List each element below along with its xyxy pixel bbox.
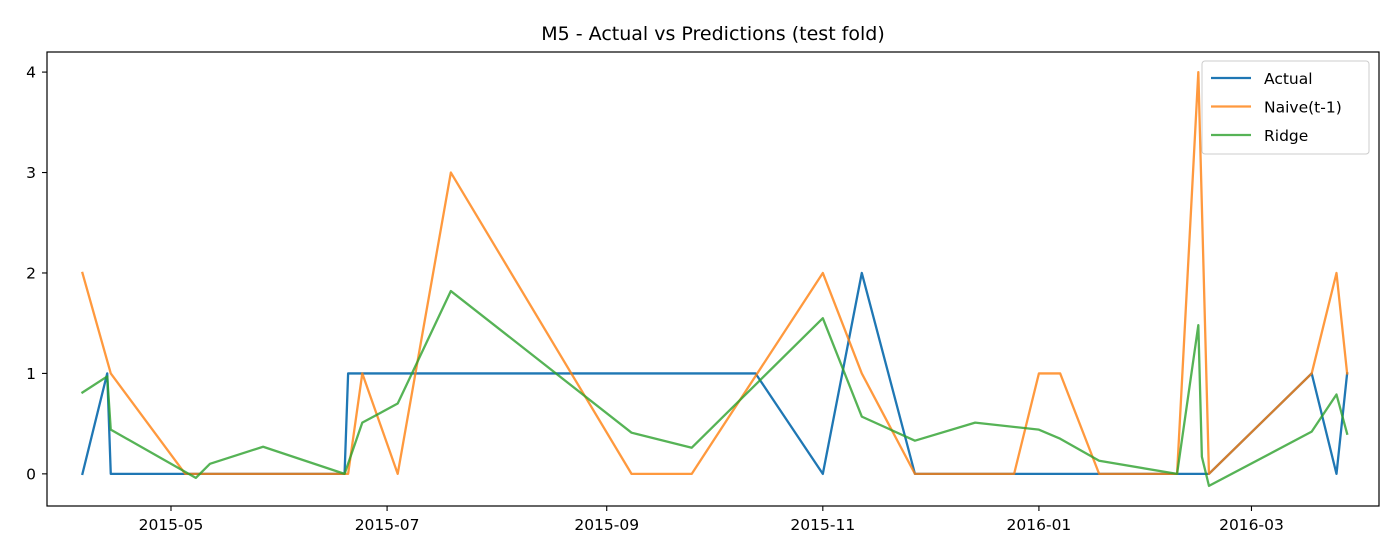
x-tick-label: 2016-01	[1007, 516, 1072, 534]
legend-label-actual: Actual	[1264, 70, 1313, 88]
series-group	[80, 70, 1349, 488]
y-tick-label: 0	[26, 465, 36, 483]
x-tick-label: 2015-09	[574, 516, 639, 534]
chart-title: M5 - Actual vs Predictions (test fold)	[541, 23, 885, 45]
axes-group: 2015-05 2015-07 2015-09 2015-11 2016-01 2016-…	[26, 51, 1380, 534]
x-tick-label: 2015-05	[139, 516, 204, 534]
y-tick-label: 3	[26, 164, 36, 182]
legend-box	[1201, 60, 1370, 155]
y-tick-label: 1	[26, 365, 36, 383]
axes-frame	[46, 51, 1380, 507]
plot-area	[47, 52, 1379, 506]
legend-label-naive-t-1: Naive(t-1)	[1264, 99, 1342, 117]
legend-label-ridge: Ridge	[1264, 127, 1308, 145]
x-tick-label: 2016-03	[1219, 516, 1284, 534]
x-tick-label: 2015-11	[790, 516, 855, 534]
legend: Actual Naive(t-1) Ridge	[1201, 60, 1370, 155]
y-tick-label: 4	[26, 64, 36, 82]
series-line-ridge	[80, 289, 1349, 488]
plot-background	[47, 52, 1379, 506]
x-tick-label: 2015-07	[355, 516, 420, 534]
y-tick-label: 2	[26, 264, 36, 282]
series-line-naive-t-1	[81, 70, 1349, 476]
